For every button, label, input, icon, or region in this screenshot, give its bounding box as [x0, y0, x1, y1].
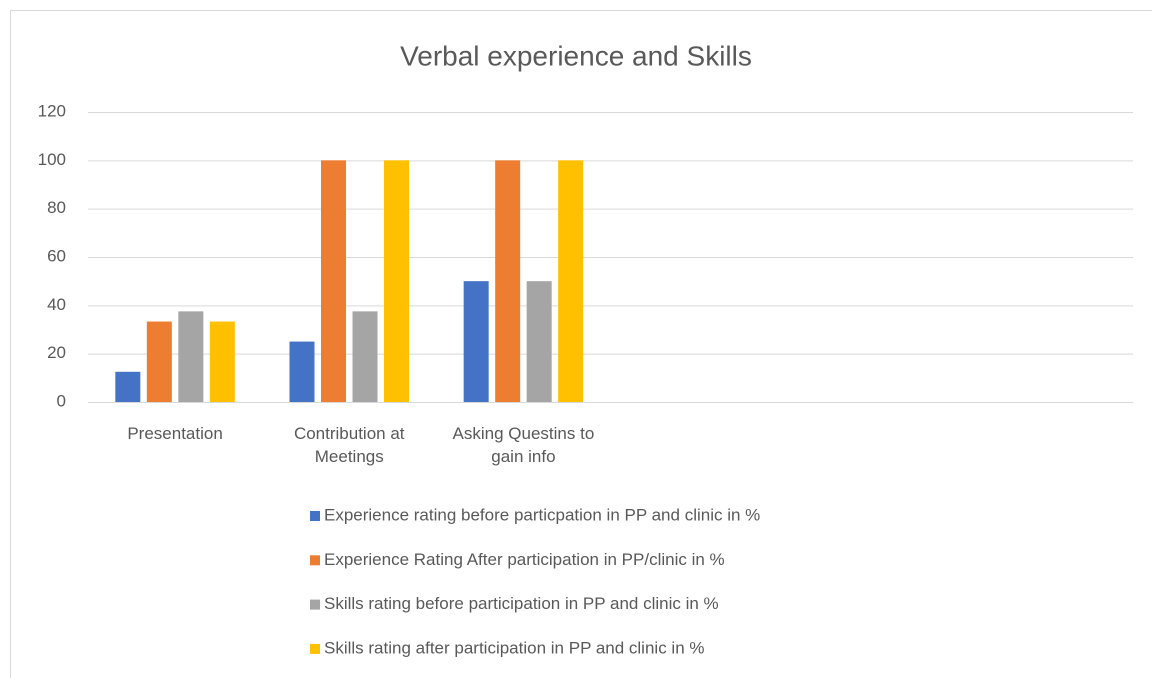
x-tick-label: Contribution at Meetings	[293, 424, 405, 466]
legend-label: Experience Rating After participation in…	[324, 550, 725, 569]
y-tick-label: 40	[47, 295, 66, 314]
bar	[495, 160, 521, 402]
bar	[115, 371, 141, 402]
legend-swatch	[310, 511, 320, 521]
y-tick-label: 80	[47, 198, 66, 217]
bar	[558, 160, 584, 402]
legend-swatch	[310, 643, 320, 654]
y-tick-label: 120	[38, 101, 66, 120]
y-tick-label: 0	[57, 391, 66, 410]
legend-label: Experience rating before particpation in…	[324, 505, 760, 524]
bar	[178, 311, 204, 402]
legend-label: Skills rating before participation in PP…	[324, 594, 719, 613]
x-tick-label: Asking Questins to gain info	[452, 424, 595, 466]
chart-title: Verbal experience and Skills	[400, 40, 752, 71]
bar	[463, 281, 489, 402]
bar	[209, 321, 235, 402]
legend-swatch	[310, 555, 320, 566]
y-tick-label: 60	[47, 246, 66, 265]
y-tick-label: 100	[38, 150, 66, 169]
bar	[526, 281, 552, 402]
bar	[146, 321, 172, 402]
bar	[384, 160, 409, 402]
chart-frame	[10, 10, 1152, 678]
bar	[321, 160, 346, 402]
bar	[289, 341, 315, 402]
legend-swatch	[310, 599, 320, 610]
legend-label: Skills rating after participation in PP …	[324, 638, 704, 657]
y-tick-label: 20	[47, 343, 66, 362]
bar	[352, 311, 378, 402]
x-tick-label: Presentation	[127, 424, 223, 443]
